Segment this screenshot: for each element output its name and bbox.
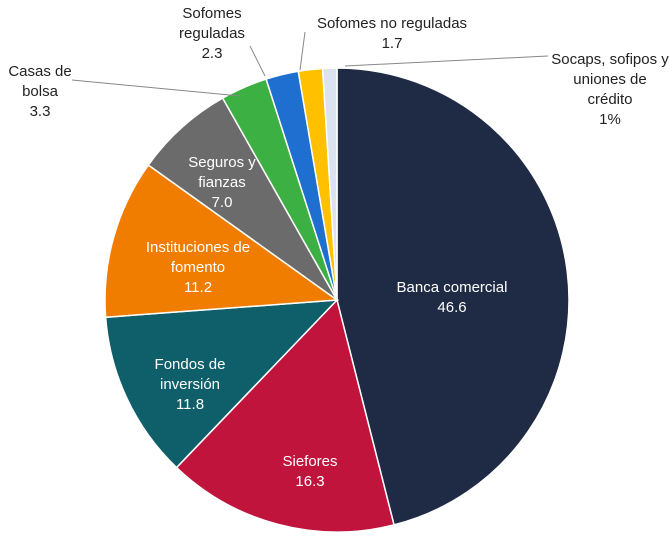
value-label: 46.6 <box>437 299 467 316</box>
slice-label: Siefores 16.3 <box>260 452 360 492</box>
value-label: 11.8 <box>175 396 205 413</box>
value-label: 1.7 <box>381 35 403 52</box>
category-label: Casas de bolsa <box>8 63 72 100</box>
slice-label: Instituciones de fomento 11.2 <box>118 238 278 298</box>
slice-label: Sofomes reguladas 2.3 <box>162 4 262 64</box>
slice-label: Sofomes no reguladas 1.7 <box>292 14 492 54</box>
leader-line <box>71 79 241 97</box>
category-label: Siefores <box>282 453 338 470</box>
category-label: Sofomes reguladas <box>179 5 245 42</box>
category-label: Seguros y fianzas <box>188 154 256 191</box>
value-label: 1% <box>599 111 621 128</box>
leader-line <box>344 55 549 67</box>
category-label: Sofomes no reguladas <box>316 15 468 32</box>
pie-slice <box>321 67 338 301</box>
leader-line <box>249 45 266 77</box>
value-label: 11.2 <box>183 279 213 296</box>
leader-line <box>299 31 306 71</box>
slice-label: Socaps, sofipos y uniones de crédito 1% <box>550 50 669 130</box>
pie-slice <box>104 163 340 319</box>
pie-slice <box>336 67 570 526</box>
category-label: Banca comercial <box>396 279 508 296</box>
pie-slice <box>175 298 395 533</box>
slice-label: Fondos de inversión 11.8 <box>135 355 245 415</box>
value-label: 16.3 <box>295 473 325 490</box>
value-label: 7.0 <box>211 194 233 211</box>
slice-label: Seguros y fianzas 7.0 <box>172 153 272 213</box>
category-label: Instituciones de fomento <box>145 239 251 276</box>
category-label: Socaps, sofipos y uniones de crédito <box>551 51 669 108</box>
slice-label: Casas de bolsa 3.3 <box>5 62 75 122</box>
pie-slice <box>104 299 339 469</box>
category-label: Fondos de inversión <box>154 356 226 393</box>
value-label: 2.3 <box>201 45 223 62</box>
slice-label: Banca comercial 46.6 <box>392 278 512 318</box>
value-label: 3.3 <box>29 103 51 120</box>
